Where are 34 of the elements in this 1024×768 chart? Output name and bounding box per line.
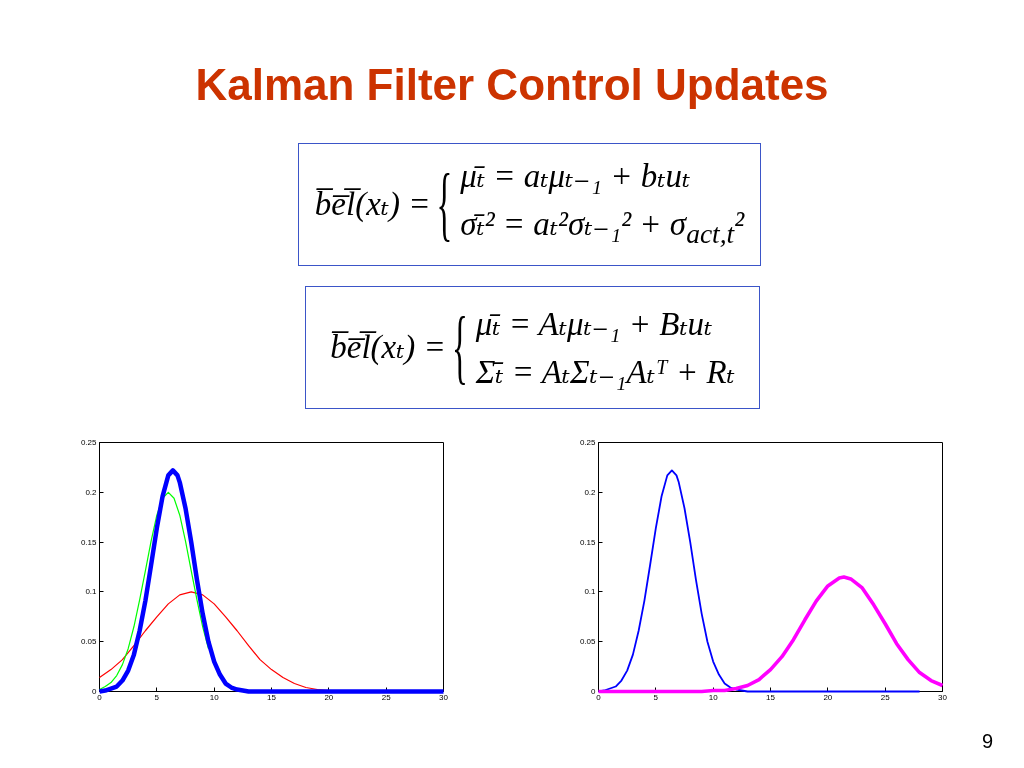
text: μ̄ₜ = aₜμₜ₋₁ + bₜuₜ — [460, 156, 691, 196]
text: 9 — [982, 729, 994, 754]
x-tick-label: 15 — [267, 692, 277, 702]
text: { — [436, 157, 453, 251]
y-tick-label: 0.2 — [85, 487, 98, 497]
text: { — [451, 300, 468, 394]
x-tick-label: 20 — [324, 692, 334, 702]
y-tick-label: 0.15 — [80, 537, 98, 547]
x-tick-label: 25 — [880, 692, 891, 702]
y-tick-label: 0.05 — [80, 637, 98, 647]
x-tick-label: 30 — [439, 692, 449, 702]
y-tick-label: 0.2 — [584, 487, 597, 497]
x-tick-label: 10 — [708, 692, 719, 702]
text: Kalman Filter Control Updates — [195, 60, 829, 109]
x-tick-label: 20 — [823, 692, 833, 702]
y-tick-label: 0.25 — [80, 438, 98, 447]
y-tick-label: 0.1 — [584, 587, 597, 597]
text: b̅e̅l̅(xₜ) = — [330, 327, 446, 367]
line-series — [98, 491, 210, 691]
x-tick-label: 10 — [209, 692, 220, 702]
x-tick-label: 5 — [653, 692, 659, 702]
x-tick-label: 25 — [381, 692, 392, 702]
text: b̅e̅l̅(xₜ) = — [314, 184, 431, 224]
text: σ̄ₜ² = aₜ²σₜ₋₁² + σ$_{act,t}$² — [460, 204, 745, 251]
y-tick-label: 0.15 — [579, 537, 597, 547]
line-series — [597, 469, 921, 693]
y-tick-label: 0.25 — [579, 438, 597, 447]
y-tick-label: 0.05 — [579, 637, 597, 647]
text: μ̄ₜ = Aₜμₜ₋₁ + Bₜuₜ — [475, 304, 713, 344]
y-tick-label: 0.1 — [85, 587, 98, 597]
text: Σ̄ₜ = AₜΣₜ₋₁Aₜᵀ + Rₜ — [475, 352, 735, 392]
x-tick-label: 5 — [154, 692, 160, 702]
x-tick-label: 15 — [766, 692, 776, 702]
x-tick-label: 30 — [938, 692, 948, 702]
